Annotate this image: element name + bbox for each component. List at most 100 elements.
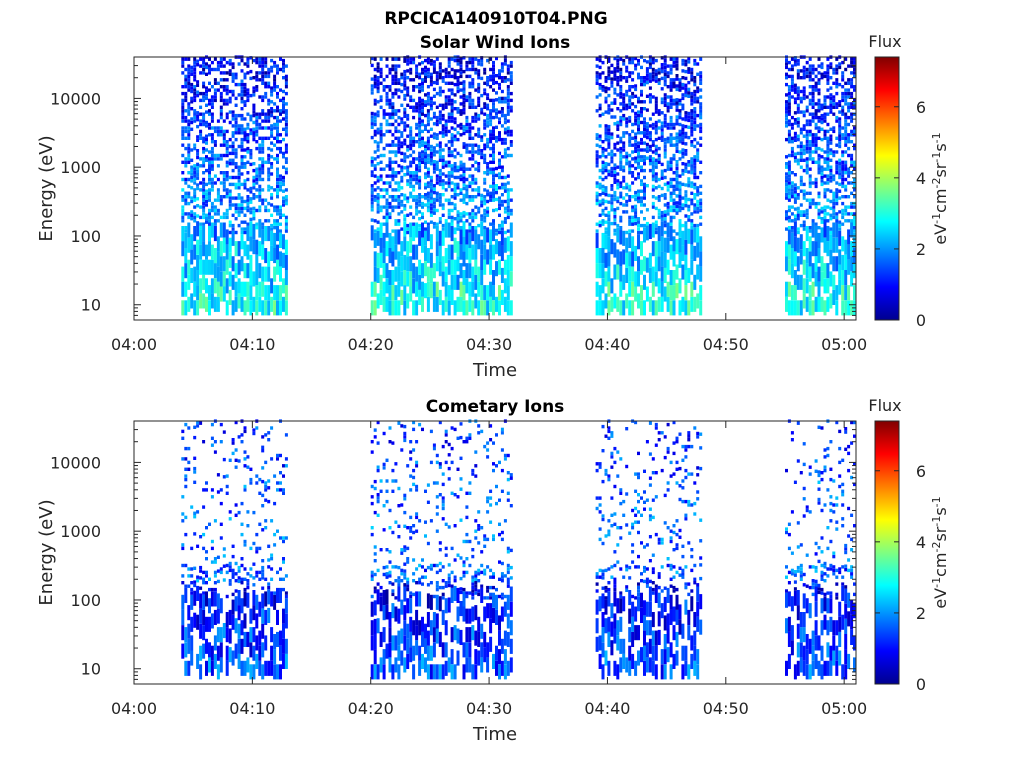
flux-pixel — [785, 110, 788, 114]
flux-pixel — [785, 162, 788, 166]
flux-pixel — [796, 213, 800, 217]
flux-pixel — [429, 117, 433, 121]
flux-pixel — [459, 102, 463, 106]
flux-pixel — [672, 122, 676, 127]
flux-pixel — [823, 174, 827, 178]
flux-pixel — [379, 74, 383, 79]
flux-pixel — [240, 107, 244, 111]
flux-pixel — [790, 81, 794, 85]
flux-pixel — [412, 244, 416, 260]
flux-pixel — [506, 215, 510, 220]
flux-pixel — [376, 155, 380, 159]
flux-pixel — [503, 206, 507, 211]
flux-pixel — [805, 208, 809, 213]
flux-pixel — [503, 79, 507, 83]
flux-pixel — [418, 162, 422, 166]
flux-pixel — [273, 85, 277, 89]
flux-pixel — [595, 184, 599, 189]
flux-pixel — [474, 67, 478, 72]
flux-pixel — [844, 98, 848, 103]
flux-pixel — [699, 201, 703, 206]
flux-pixel — [503, 137, 507, 142]
flux-pixel — [841, 236, 845, 252]
flux-pixel — [219, 198, 223, 202]
flux-pixel — [468, 212, 472, 216]
flux-pixel — [489, 146, 493, 151]
flux-pixel — [853, 184, 856, 189]
flux-pixel — [373, 67, 377, 72]
flux-pixel — [199, 129, 203, 134]
flux-pixel — [202, 122, 206, 127]
flux-pixel — [213, 91, 217, 96]
flux-pixel — [202, 60, 206, 65]
flux-pixel — [261, 171, 265, 175]
flux-pixel — [379, 95, 383, 99]
flux-pixel — [787, 167, 791, 171]
flux-pixel — [506, 212, 510, 216]
flux-pixel — [844, 136, 848, 140]
flux-pixel — [421, 296, 424, 312]
flux-pixel — [785, 107, 788, 111]
flux-pixel — [506, 91, 510, 96]
flux-pixel — [388, 129, 392, 134]
flux-pixel — [210, 591, 214, 607]
flux-pixel — [465, 184, 469, 189]
flux-pixel — [450, 188, 454, 192]
flux-pixel — [222, 78, 226, 82]
flux-pixel — [394, 119, 398, 123]
flux-pixel — [456, 76, 460, 80]
flux-pixel — [690, 181, 694, 185]
flux-pixel — [432, 263, 436, 279]
flux-pixel — [264, 95, 268, 99]
flux-pixel — [216, 88, 220, 92]
flux-pixel — [607, 169, 611, 173]
flux-pixel — [690, 157, 694, 161]
flux-pixel — [418, 158, 422, 162]
flux-pixel — [619, 164, 623, 168]
flux-pixel — [216, 569, 220, 573]
flux-pixel — [838, 62, 842, 66]
flux-pixel — [808, 119, 812, 123]
flux-pixel — [219, 271, 223, 287]
flux-pixel — [814, 201, 818, 206]
flux-pixel — [699, 126, 703, 130]
flux-pixel — [370, 300, 374, 316]
flux-pixel — [196, 575, 200, 579]
flux-pixel — [388, 85, 392, 89]
flux-pixel — [193, 515, 197, 519]
flux-pixel — [699, 88, 703, 92]
flux-pixel — [628, 184, 632, 189]
flux-pixel — [199, 421, 203, 425]
flux-pixel — [243, 148, 247, 152]
flux-pixel — [787, 177, 791, 182]
flux-pixel — [841, 215, 845, 220]
flux-pixel — [210, 133, 214, 137]
flux-pixel — [193, 198, 197, 202]
flux-pixel — [447, 285, 451, 301]
flux-pixel — [480, 93, 484, 98]
flux-pixel — [613, 56, 617, 61]
flux-pixel — [196, 653, 200, 669]
flux-pixel — [429, 76, 433, 80]
flux-pixel — [853, 285, 856, 301]
flux-pixel — [400, 144, 404, 149]
flux-pixel — [231, 203, 235, 207]
flux-pixel — [193, 466, 197, 471]
flux-pixel — [400, 76, 404, 80]
flux-pixel — [261, 109, 265, 113]
flux-pixel — [601, 177, 605, 182]
flux-pixel — [279, 205, 282, 209]
flux-pixel — [814, 296, 818, 312]
flux-pixel — [486, 199, 490, 204]
flux-pixel — [640, 196, 643, 200]
flux-pixel — [648, 76, 652, 80]
flux-pixel — [432, 201, 436, 205]
flux-pixel — [193, 88, 197, 92]
flux-pixel — [503, 186, 507, 190]
flux-pixel — [394, 136, 398, 140]
flux-pixel — [228, 196, 232, 200]
flux-pixel — [675, 60, 679, 64]
flux-pixel — [379, 57, 383, 61]
flux-pixel — [438, 193, 442, 197]
flux-pixel — [690, 74, 694, 79]
